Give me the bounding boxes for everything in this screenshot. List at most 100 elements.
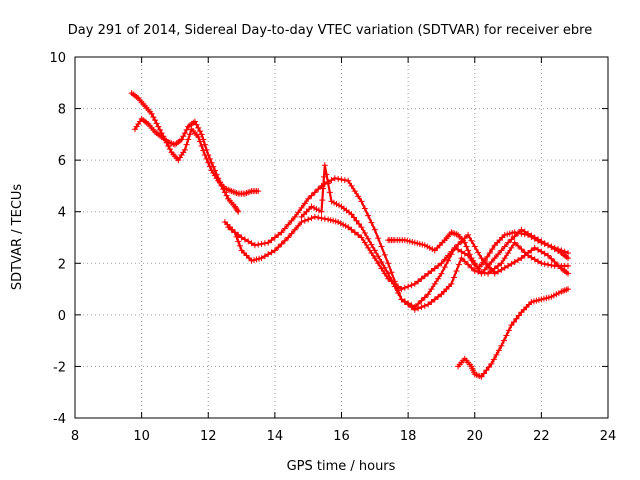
- data-point: [505, 262, 512, 269]
- data-point: [241, 236, 248, 243]
- data-point: [193, 121, 200, 128]
- data-point: [453, 268, 460, 275]
- data-point: [408, 304, 415, 311]
- data-point: [298, 204, 305, 211]
- data-point: [378, 243, 385, 250]
- data-point: [319, 197, 326, 204]
- data-point: [488, 258, 495, 265]
- x-tick-label: 20: [466, 429, 483, 444]
- data-point: [291, 213, 298, 220]
- data-point: [361, 229, 368, 236]
- data-point: [541, 250, 548, 257]
- data-point: [548, 262, 555, 269]
- data-point: [398, 296, 405, 303]
- series-track-6: [385, 229, 572, 272]
- data-point: [448, 280, 455, 287]
- data-point: [180, 133, 187, 140]
- data-point: [328, 177, 335, 184]
- data-point: [368, 241, 375, 248]
- data-point: [455, 241, 462, 248]
- data-point: [315, 186, 322, 193]
- data-point: [491, 265, 498, 272]
- data-point: [265, 251, 272, 258]
- data-point: [371, 226, 378, 233]
- data-point: [341, 177, 348, 184]
- data-point: [166, 146, 173, 153]
- data-point: [391, 283, 398, 290]
- data-point: [415, 278, 422, 285]
- data-point: [371, 255, 378, 262]
- data-point: [255, 241, 262, 248]
- data-point: [355, 193, 362, 200]
- data-point: [490, 356, 497, 363]
- data-point: [485, 364, 492, 371]
- data-point: [458, 255, 465, 262]
- data-point: [498, 266, 505, 273]
- data-point: [321, 215, 328, 222]
- x-tick-label: 24: [600, 429, 617, 444]
- data-point: [558, 247, 565, 254]
- data-point: [483, 367, 490, 374]
- data-point: [348, 226, 355, 233]
- data-point: [495, 251, 502, 258]
- data-point: [318, 208, 325, 215]
- data-point: [500, 337, 507, 344]
- data-point: [275, 244, 282, 251]
- data-point: [441, 264, 448, 271]
- data-point: [565, 255, 572, 262]
- data-point: [525, 252, 532, 259]
- data-point: [535, 246, 542, 253]
- data-point: [545, 242, 552, 249]
- data-point: [421, 302, 428, 309]
- data-point: [515, 312, 522, 319]
- data-point: [493, 351, 500, 358]
- data-point: [365, 244, 372, 251]
- data-point: [385, 270, 392, 277]
- data-point: [201, 141, 208, 148]
- data-point: [463, 243, 470, 250]
- y-tick-label: -4: [53, 412, 66, 427]
- data-point: [355, 220, 362, 227]
- data-point: [468, 264, 475, 271]
- data-point: [213, 171, 220, 178]
- data-point: [478, 269, 485, 276]
- data-point: [178, 136, 185, 143]
- data-point: [465, 247, 472, 254]
- data-point: [381, 251, 388, 258]
- data-point: [320, 185, 327, 192]
- data-point: [351, 229, 358, 236]
- data-point: [518, 255, 525, 262]
- data-point: [196, 128, 203, 135]
- data-point: [505, 249, 512, 256]
- data-point: [528, 247, 535, 254]
- data-point: [271, 234, 278, 241]
- data-point: [186, 131, 193, 138]
- data-point: [465, 261, 472, 268]
- data-point: [565, 262, 572, 269]
- data-point: [441, 256, 448, 263]
- data-point: [498, 247, 505, 254]
- data-point: [395, 289, 402, 296]
- data-point: [445, 257, 452, 264]
- series-track-2: [131, 115, 242, 215]
- data-point: [231, 229, 238, 236]
- data-point: [378, 265, 385, 272]
- data-point: [371, 247, 378, 254]
- series-track-4: [225, 175, 572, 311]
- data-point: [501, 264, 508, 271]
- data-point: [210, 163, 217, 170]
- data-point: [431, 296, 438, 303]
- series-track-7: [455, 286, 572, 380]
- x-tick-label: 12: [200, 429, 217, 444]
- series-line: [223, 215, 570, 291]
- data-point: [375, 235, 382, 242]
- data-point: [358, 198, 365, 205]
- data-point: [221, 189, 228, 196]
- data-point: [495, 347, 502, 354]
- data-point: [225, 224, 232, 231]
- data-point: [248, 240, 255, 247]
- x-tick-label: 16: [333, 429, 350, 444]
- data-point: [458, 248, 465, 255]
- series-track-1: [128, 90, 262, 197]
- data-point: [223, 192, 230, 199]
